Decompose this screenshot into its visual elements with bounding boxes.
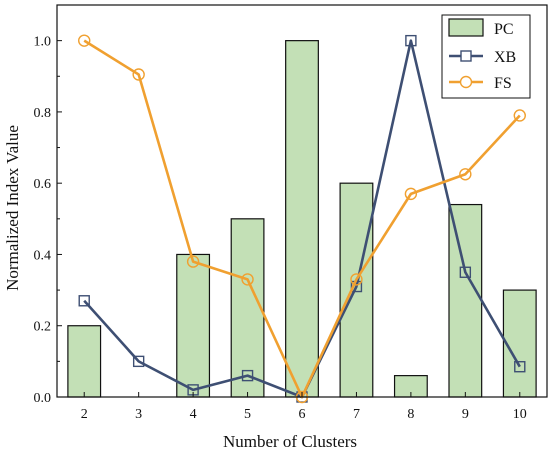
x-tick-label: 7	[353, 407, 360, 422]
legend-marker-fs	[459, 75, 473, 89]
point-fs-3	[132, 68, 145, 81]
bar-pc-4	[176, 253, 211, 398]
point-fs-9	[459, 168, 472, 181]
bar-pc-2	[67, 325, 102, 398]
bars-layer	[67, 40, 537, 398]
legend-label-fs: FS	[494, 75, 512, 92]
legend-marker-xb	[460, 50, 472, 62]
x-tick-label: 6	[299, 407, 306, 422]
x-tick-label: 8	[407, 407, 414, 422]
point-xb-9	[459, 266, 472, 278]
bar-pc-9	[448, 203, 483, 398]
axes-layer: 0.0 0.2 0.4 0.6 0.8 1.0 2 3 4 5 6 7 8 9 10	[34, 4, 548, 422]
legend-items: PC XB FS	[448, 18, 516, 92]
point-fs-10	[513, 109, 526, 122]
point-fs-7	[350, 273, 363, 286]
legend-label-xb: XB	[494, 49, 516, 66]
y-tick-label: 0.2	[34, 320, 52, 335]
x-tick-label: 9	[462, 407, 469, 422]
x-axis-title: Number of Clusters	[223, 432, 357, 451]
legend-label-pc: PC	[494, 21, 514, 38]
bar-pc-10	[502, 289, 537, 398]
x-tick-label: 3	[135, 407, 142, 422]
y-tick-label: 0.4	[34, 248, 52, 263]
point-fs-2	[78, 34, 91, 47]
y-axis-title: Normalized Index Value	[3, 125, 22, 291]
bar-pc-7	[339, 182, 374, 398]
point-xb-10	[514, 361, 526, 373]
y-tick-label: 0.6	[34, 177, 52, 192]
y-tick-label: 1.0	[34, 35, 52, 50]
y-tick-label: 0.0	[34, 391, 52, 406]
y-tick-label: 0.8	[34, 106, 52, 121]
legend-swatch-pc	[448, 18, 484, 37]
point-xb-8	[405, 34, 417, 47]
x-tick-label: 4	[190, 407, 197, 422]
bar-pc-6	[285, 40, 319, 398]
point-fs-4	[186, 255, 200, 268]
x-tick-label: 2	[81, 407, 88, 422]
point-fs-8	[404, 187, 418, 201]
x-tick-label: 10	[513, 407, 527, 422]
x-tick-label: 5	[244, 407, 251, 422]
legend: PC XB FS	[441, 14, 531, 99]
point-xb-2	[78, 295, 90, 307]
point-fs-5	[241, 273, 254, 286]
bar-pc-5	[230, 218, 265, 398]
point-xb-5	[241, 369, 254, 382]
point-xb-3	[132, 355, 145, 368]
